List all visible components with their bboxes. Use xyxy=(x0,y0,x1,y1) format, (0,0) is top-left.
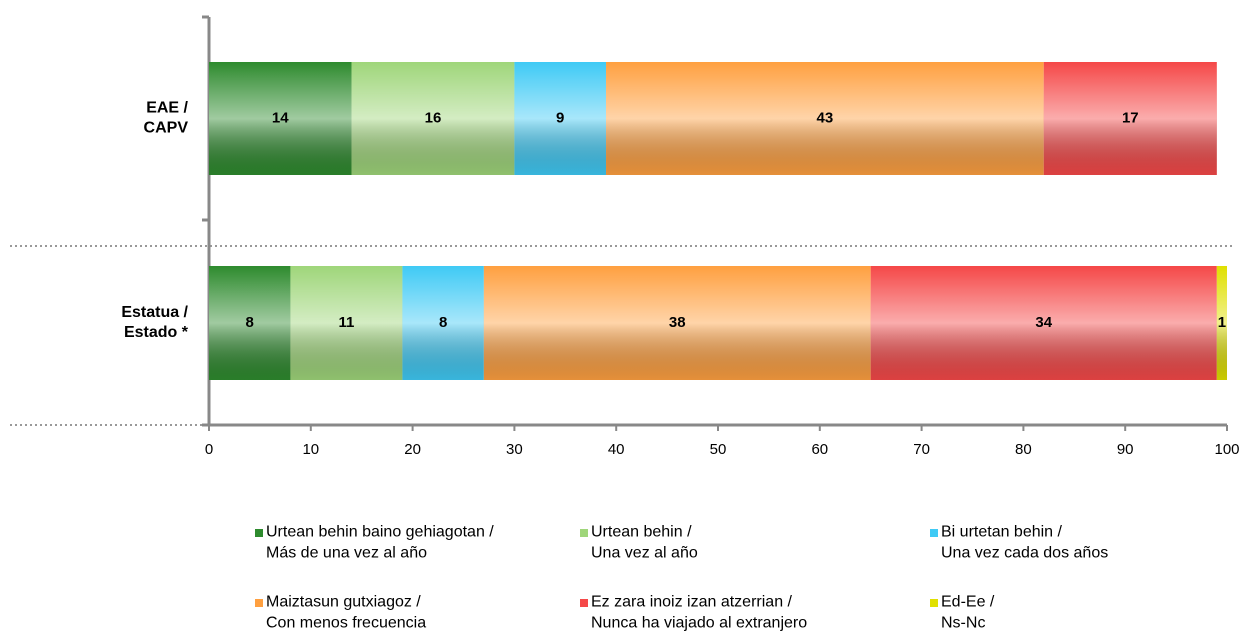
x-tick-label: 0 xyxy=(205,441,213,458)
bar-shine xyxy=(1216,266,1227,380)
legend-swatch xyxy=(580,529,588,537)
x-tick-label: 10 xyxy=(302,441,319,458)
value-label: 9 xyxy=(556,109,564,126)
value-label: 1 xyxy=(1218,314,1226,331)
legend-label: Bi urtetan behin / Una vez cada dos años xyxy=(941,524,1108,562)
bar-shine xyxy=(606,62,1044,175)
bar-shine xyxy=(351,62,515,175)
x-tick-label: 90 xyxy=(1117,441,1134,458)
legend-label: Urtean behin / Una vez al año xyxy=(591,524,698,562)
legend-label: Ed-Ee / Ns-Nc xyxy=(941,594,995,632)
legend-swatch xyxy=(580,599,588,607)
x-tick-label: 50 xyxy=(710,441,727,458)
value-label: 14 xyxy=(272,109,289,126)
value-label: 11 xyxy=(339,314,355,331)
bar-shine xyxy=(514,62,607,175)
bar-shine xyxy=(483,266,871,380)
bar-shine xyxy=(290,266,403,380)
bar-shine xyxy=(1043,62,1217,175)
legend-swatch xyxy=(255,529,263,537)
bar-shine xyxy=(209,266,291,380)
value-label: 16 xyxy=(425,109,442,126)
value-label: 43 xyxy=(817,109,834,126)
category-label: EAE / CAPV xyxy=(144,100,189,137)
bar-shine xyxy=(209,62,352,175)
x-tick-label: 100 xyxy=(1214,441,1239,458)
x-tick-label: 20 xyxy=(404,441,421,458)
x-tick-label: 80 xyxy=(1015,441,1032,458)
value-label: 17 xyxy=(1122,109,1139,126)
legend-swatch xyxy=(930,529,938,537)
value-label: 34 xyxy=(1035,314,1052,331)
value-label: 8 xyxy=(246,314,254,331)
bar-shine xyxy=(402,266,484,380)
legend-label: Urtean behin baino gehiagotan / Más de un… xyxy=(266,524,494,562)
category-label: Estatua / Estado * xyxy=(121,304,188,341)
value-label: 38 xyxy=(669,314,686,331)
x-tick-label: 40 xyxy=(608,441,625,458)
x-tick-label: 70 xyxy=(913,441,930,458)
legend-swatch xyxy=(930,599,938,607)
legend-swatch xyxy=(255,599,263,607)
value-label: 8 xyxy=(439,314,447,331)
x-tick-label: 30 xyxy=(506,441,523,458)
x-tick-label: 60 xyxy=(811,441,828,458)
bar-shine xyxy=(870,266,1217,380)
legend-label: Maiztasun gutxiagoz / Con menos frecuenci… xyxy=(266,594,426,632)
legend-label: Ez zara inoiz izan atzerrian / Nunca ha v… xyxy=(591,594,807,632)
